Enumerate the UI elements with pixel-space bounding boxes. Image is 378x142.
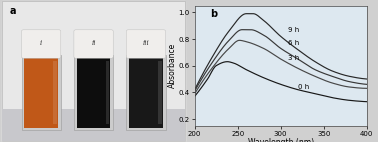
- Bar: [2, 57, 185, 64]
- Text: iii: iii: [143, 39, 149, 47]
- Text: b: b: [210, 9, 217, 19]
- FancyBboxPatch shape: [129, 57, 163, 128]
- FancyBboxPatch shape: [74, 55, 113, 130]
- Text: a: a: [9, 6, 16, 16]
- Text: 9 h: 9 h: [288, 27, 299, 33]
- Bar: [2, 127, 185, 134]
- FancyBboxPatch shape: [126, 55, 166, 130]
- Bar: [2, 134, 185, 141]
- Bar: [2, 64, 185, 71]
- Y-axis label: Absorbance: Absorbance: [168, 43, 177, 88]
- FancyBboxPatch shape: [126, 30, 166, 58]
- Bar: [2, 71, 185, 78]
- FancyBboxPatch shape: [106, 61, 110, 124]
- Bar: [2, 22, 185, 29]
- FancyBboxPatch shape: [22, 55, 61, 130]
- Bar: [2, 92, 185, 99]
- FancyBboxPatch shape: [74, 30, 113, 58]
- FancyBboxPatch shape: [158, 61, 162, 124]
- Bar: [2, 78, 185, 85]
- Bar: [2, 113, 185, 120]
- FancyBboxPatch shape: [53, 61, 57, 124]
- Bar: [2, 15, 185, 22]
- Bar: [2, 99, 185, 106]
- Bar: [2, 29, 185, 36]
- FancyBboxPatch shape: [2, 109, 185, 141]
- Text: i: i: [40, 39, 42, 47]
- Text: ii: ii: [91, 39, 96, 47]
- Bar: [2, 43, 185, 50]
- Text: 6 h: 6 h: [288, 40, 299, 46]
- Text: 3 h: 3 h: [288, 55, 299, 61]
- Bar: [2, 120, 185, 127]
- FancyBboxPatch shape: [2, 1, 185, 141]
- Bar: [2, 85, 185, 92]
- FancyBboxPatch shape: [24, 57, 58, 128]
- FancyBboxPatch shape: [22, 30, 61, 58]
- Bar: [2, 36, 185, 43]
- FancyBboxPatch shape: [77, 57, 110, 128]
- Text: 0 h: 0 h: [298, 84, 309, 90]
- Bar: [2, 106, 185, 113]
- Bar: [2, 8, 185, 15]
- X-axis label: Wavelength (nm): Wavelength (nm): [248, 138, 314, 142]
- Bar: [2, 50, 185, 57]
- Bar: [2, 1, 185, 8]
